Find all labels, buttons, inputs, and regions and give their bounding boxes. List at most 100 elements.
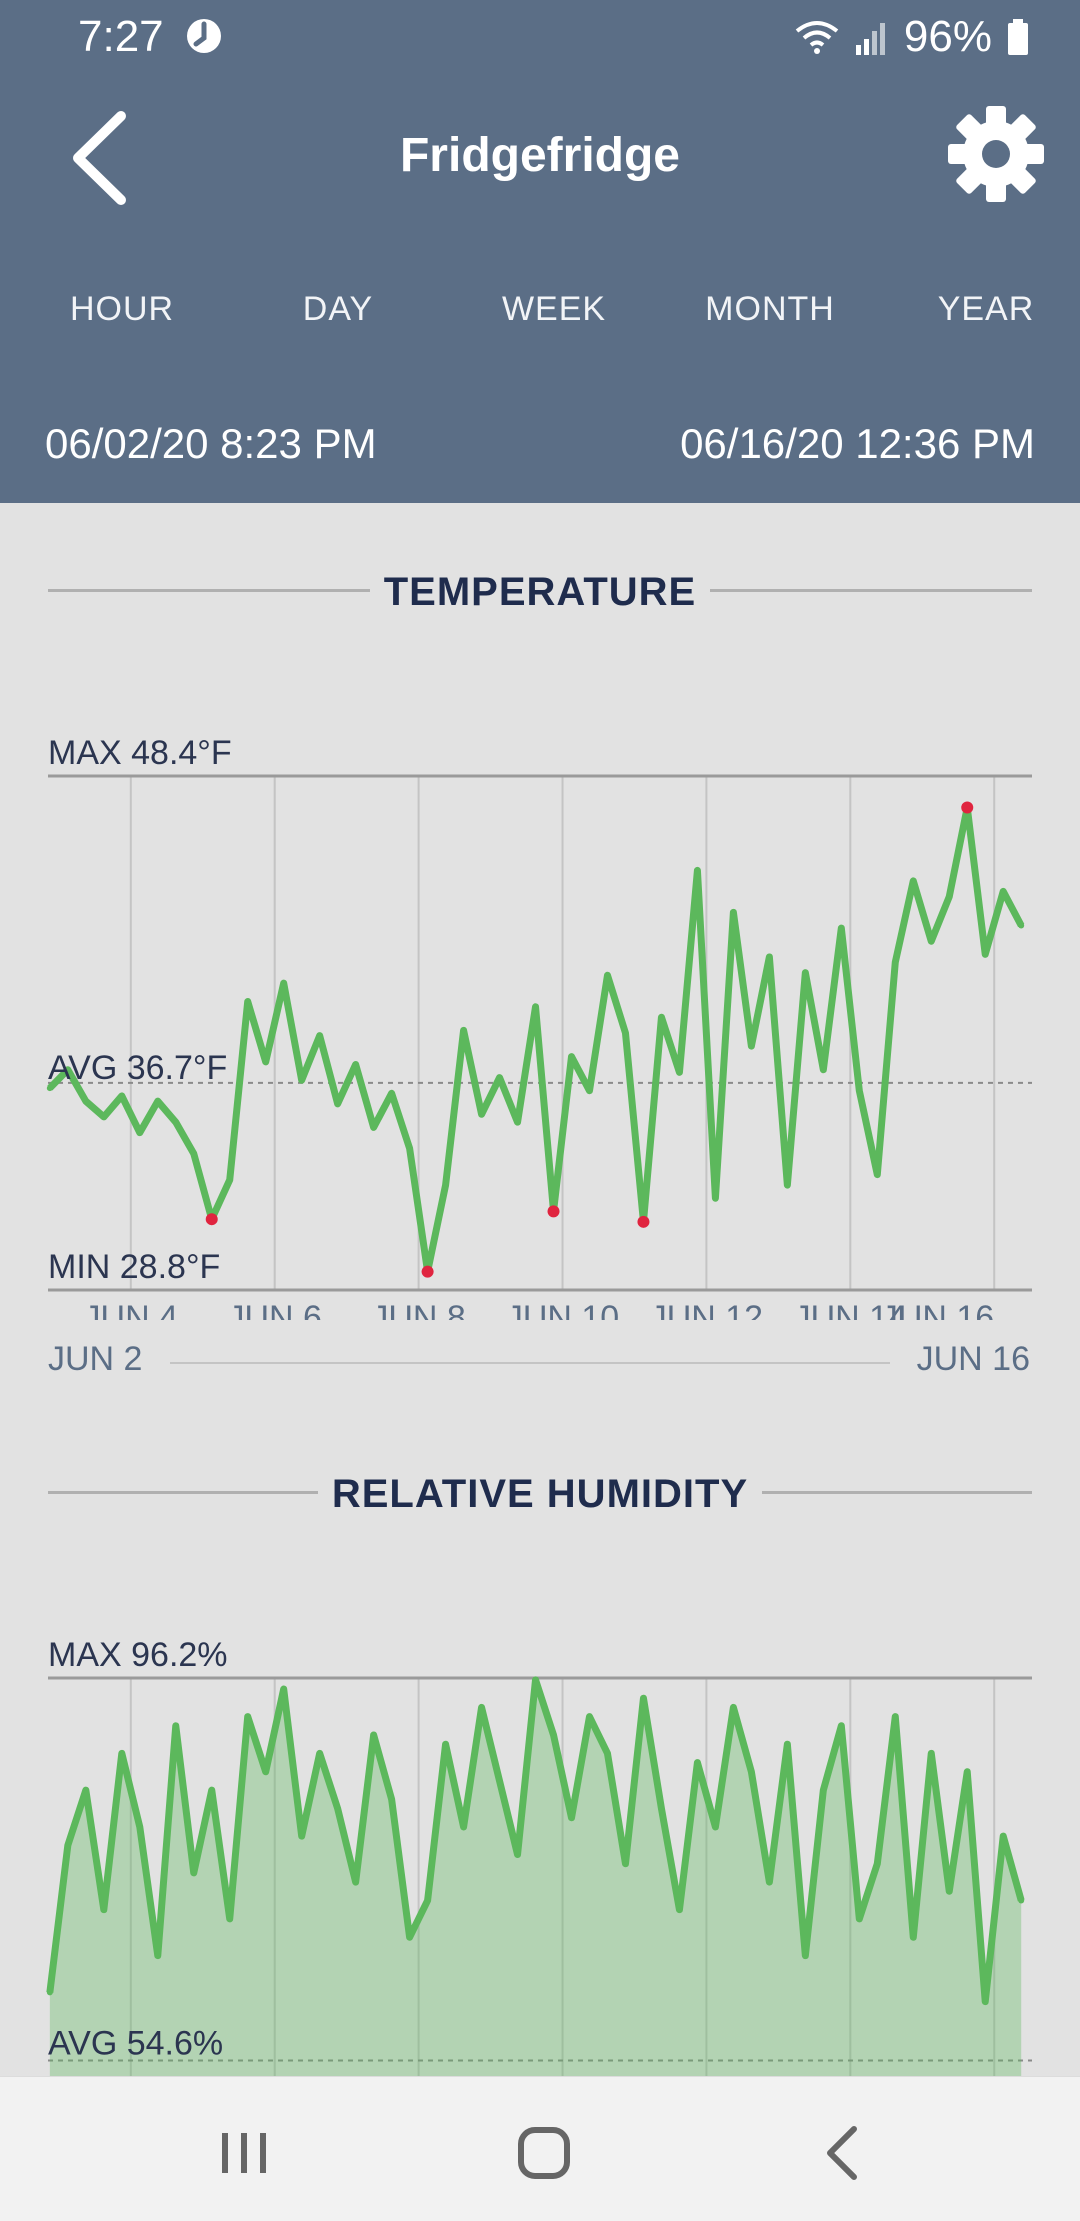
humidity-point-49 <box>910 1934 917 1941</box>
humidity-point-41 <box>766 1879 773 1886</box>
status-time: 7:27 <box>78 12 164 61</box>
temperature-point-53 <box>982 951 989 958</box>
tab-hour[interactable]: HOUR <box>69 290 175 328</box>
humidity-point-23 <box>442 1741 449 1748</box>
gear-icon[interactable] <box>946 104 1046 204</box>
humidity-point-29 <box>550 1731 557 1738</box>
temperature-point-33 <box>622 1030 629 1036</box>
temperature-point-6 <box>136 1129 143 1136</box>
temperature-point-40 <box>748 1043 755 1050</box>
back-icon[interactable] <box>804 2113 884 2193</box>
range-start-date[interactable]: 06/02/20 8:23 PM <box>45 420 377 467</box>
temperature-point-23 <box>442 1182 449 1189</box>
x-tick-label-4: JUN 10 <box>506 1299 619 1320</box>
humidity-point-43 <box>802 1952 809 1959</box>
temperature-point-48 <box>892 959 899 966</box>
humidity-point-1 <box>46 1989 53 1996</box>
temperature-point-21 <box>406 1145 413 1152</box>
system-nav-bar <box>0 2076 1080 2221</box>
x-tick-label-3: JUN 8 <box>371 1299 465 1320</box>
temperature-point-30 <box>568 1053 575 1060</box>
temperature-point-34 <box>637 1215 650 1228</box>
temperature-point-4 <box>100 1113 107 1120</box>
temperature-point-13 <box>262 1058 269 1065</box>
humidity-point-40 <box>748 1768 755 1775</box>
temperature-point-14 <box>280 980 287 987</box>
humidity-point-46 <box>856 1915 863 1922</box>
humidity-point-5 <box>118 1750 125 1757</box>
page-title: Fridgefridge <box>399 129 680 182</box>
humidity-point-11 <box>226 1915 233 1922</box>
temperature-line <box>47 803 1025 1276</box>
temperature-point-2 <box>64 1066 71 1073</box>
humidity-point-7 <box>154 1952 161 1959</box>
humidity-point-12 <box>244 1713 251 1720</box>
humidity-point-48 <box>892 1713 899 1720</box>
humidity-gridlines <box>129 1678 996 2080</box>
humidity-point-36 <box>676 1906 683 1913</box>
humidity-point-53 <box>982 1998 989 2005</box>
temperature-point-7 <box>154 1098 161 1105</box>
back-button[interactable] <box>66 108 136 208</box>
temperature-point-38 <box>712 1195 719 1202</box>
humidity-chart: MAX 96.2% AVG 54.6% <box>46 1636 1032 2080</box>
temperature-point-41 <box>766 953 773 960</box>
humidity-avg-label: AVG 54.6% <box>48 2024 223 2062</box>
temperature-point-43 <box>802 969 809 976</box>
temperature-point-5 <box>118 1092 125 1099</box>
humidity-point-6 <box>136 1823 143 1830</box>
humidity-point-17 <box>334 1805 341 1812</box>
temperature-point-20 <box>388 1090 395 1097</box>
x-tick-label-2: JUN 6 <box>227 1299 321 1320</box>
temperature-point-22 <box>421 1265 434 1278</box>
humidity-point-39 <box>730 1704 737 1711</box>
humidity-point-31 <box>586 1713 593 1720</box>
tab-week[interactable]: WEEK <box>501 290 607 328</box>
temperature-point-47 <box>874 1171 881 1178</box>
humidity-point-45 <box>838 1722 845 1729</box>
range-track[interactable] <box>170 1362 890 1364</box>
humidity-point-38 <box>712 1823 719 1830</box>
temperature-point-29 <box>547 1205 560 1218</box>
signal-icon <box>855 23 885 55</box>
recent-apps-icon[interactable] <box>204 2113 284 2193</box>
battery-percent: 96% <box>903 12 992 61</box>
humidity-point-13 <box>262 1768 269 1775</box>
humidity-point-20 <box>388 1796 395 1803</box>
humidity-point-22 <box>424 1897 431 1904</box>
temperature-point-17 <box>334 1100 341 1107</box>
time-range-scrubber[interactable]: JUN 2 JUN 16 <box>0 1340 1080 1390</box>
humidity-point-21 <box>406 1934 413 1941</box>
temperature-avg-label: AVG 36.7°F <box>48 1049 227 1087</box>
temperature-point-31 <box>586 1087 593 1094</box>
temperature-point-10 <box>205 1213 218 1226</box>
app-header: 7:27 96% Fridgefridge <box>0 0 1080 503</box>
temperature-point-24 <box>460 1027 467 1034</box>
temperature-chart: MAX 48.4°F AVG 36.7°F MIN 28.8°F JUN 4 JU… <box>46 734 1032 1320</box>
app-notification-icon <box>187 19 221 53</box>
temperature-point-54 <box>1000 888 1007 895</box>
humidity-point-8 <box>172 1722 179 1729</box>
tab-day[interactable]: DAY <box>302 290 374 328</box>
temperature-point-52 <box>961 801 974 814</box>
temperature-point-8 <box>172 1119 179 1126</box>
humidity-point-52 <box>964 1768 971 1775</box>
humidity-section-title: RELATIVE HUMIDITY <box>0 1472 1080 1517</box>
humidity-point-10 <box>208 1787 215 1794</box>
temperature-point-44 <box>820 1066 827 1073</box>
humidity-point-33 <box>622 1860 629 1867</box>
tab-month[interactable]: MONTH <box>705 290 835 328</box>
range-end-label: JUN 16 <box>916 1340 1030 1378</box>
home-icon[interactable] <box>504 2113 584 2193</box>
temperature-point-45 <box>838 925 845 932</box>
tab-year[interactable]: YEAR <box>937 290 1035 328</box>
temperature-point-32 <box>604 972 611 979</box>
humidity-point-19 <box>370 1731 377 1738</box>
temperature-point-19 <box>370 1124 377 1131</box>
humidity-point-9 <box>190 1869 197 1876</box>
humidity-point-35 <box>658 1805 665 1812</box>
humidity-point-50 <box>928 1750 935 1757</box>
temperature-point-37 <box>694 867 701 874</box>
range-end-date[interactable]: 06/16/20 12:36 PM <box>680 420 1035 467</box>
